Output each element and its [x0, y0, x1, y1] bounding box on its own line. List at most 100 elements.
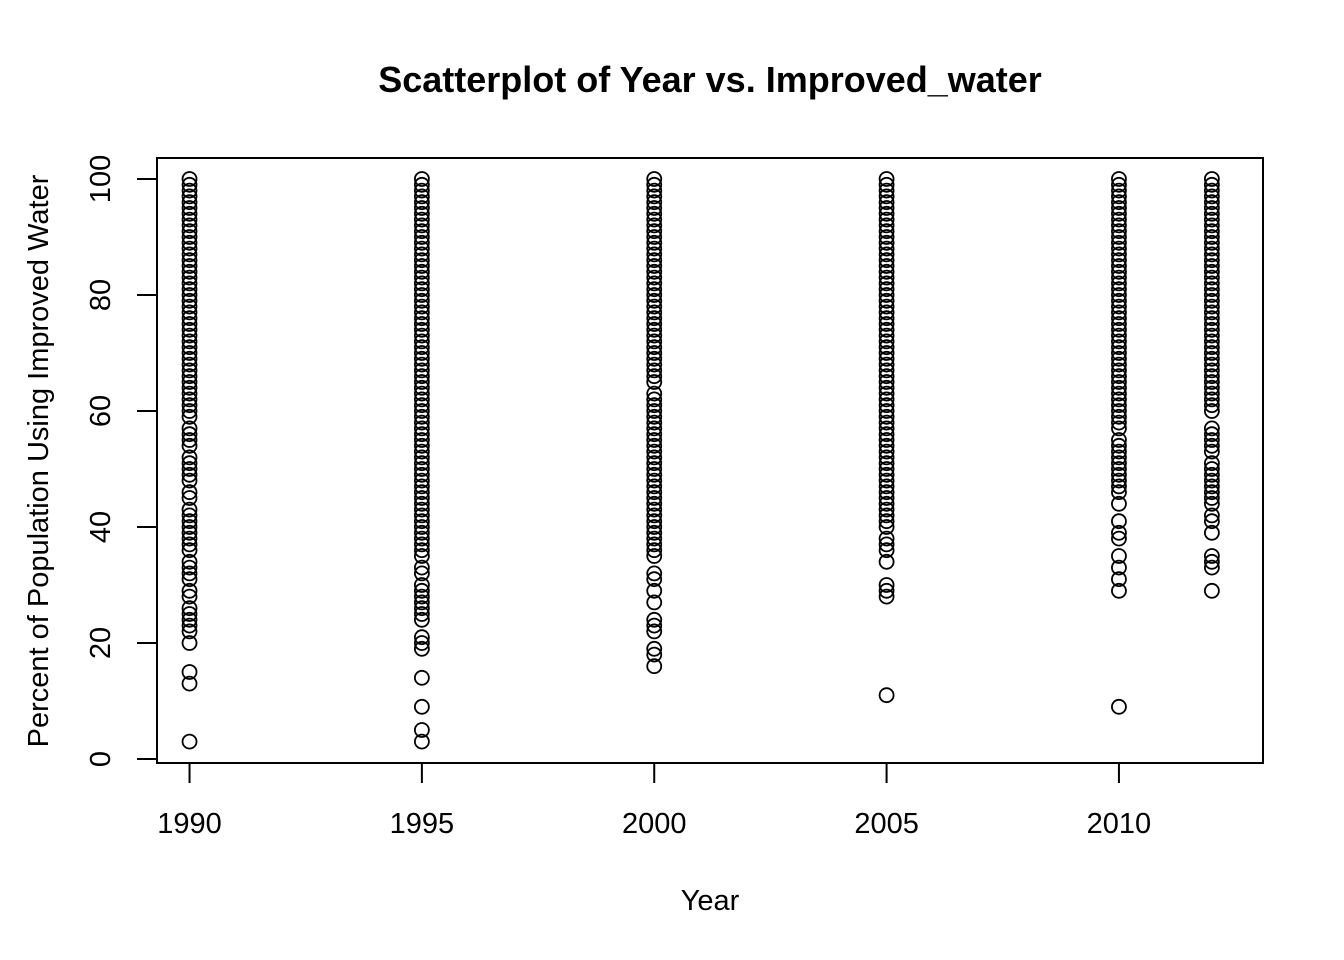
data-point	[181, 368, 198, 385]
data-point	[181, 588, 198, 605]
data-point	[1111, 345, 1127, 361]
data-point	[181, 536, 198, 553]
data-point	[646, 194, 663, 211]
data-point	[646, 461, 663, 477]
data-point	[181, 223, 198, 240]
y-tick-label: 0	[85, 751, 117, 767]
data-point	[181, 321, 198, 338]
data-point	[413, 565, 430, 582]
data-point	[878, 258, 895, 274]
data-point	[646, 658, 663, 675]
data-point	[646, 623, 663, 640]
data-point	[646, 565, 663, 582]
data-point	[1203, 455, 1220, 472]
data-point	[878, 414, 895, 431]
data-point	[1203, 524, 1220, 541]
x-tick-label: 2000	[622, 808, 687, 840]
data-point	[1111, 571, 1127, 588]
data-point	[646, 484, 663, 501]
data-point	[413, 234, 430, 251]
data-point	[1111, 484, 1127, 501]
data-point	[181, 252, 198, 269]
data-point	[646, 374, 663, 390]
data-point	[413, 501, 430, 518]
data-point	[646, 490, 663, 506]
data-point	[413, 362, 430, 379]
data-point	[1203, 252, 1220, 269]
data-point	[646, 414, 663, 431]
data-point	[413, 484, 430, 501]
data-point	[181, 426, 198, 443]
data-point	[1203, 234, 1220, 251]
data-point	[646, 200, 663, 216]
data-point	[1111, 263, 1127, 280]
data-point	[646, 408, 663, 425]
data-point	[1111, 304, 1127, 321]
data-point	[181, 606, 198, 622]
data-point	[413, 298, 430, 315]
data-point	[413, 252, 430, 269]
data-point	[413, 304, 430, 321]
data-point	[413, 223, 430, 240]
data-point	[1203, 484, 1220, 501]
data-point	[878, 466, 895, 483]
data-point	[413, 316, 430, 332]
data-point	[181, 211, 198, 228]
data-point	[646, 513, 663, 530]
data-point	[878, 281, 895, 298]
data-point	[413, 594, 430, 611]
data-point	[646, 246, 663, 263]
data-point	[413, 437, 430, 454]
data-point	[646, 339, 663, 356]
data-point	[646, 321, 663, 338]
data-point	[181, 229, 198, 245]
data-point	[646, 478, 663, 495]
data-point	[878, 205, 895, 222]
data-point	[1203, 281, 1220, 298]
data-point	[181, 385, 198, 402]
data-point	[878, 432, 895, 448]
data-point	[181, 350, 198, 367]
data-point	[181, 287, 198, 303]
data-point	[181, 200, 198, 216]
data-point	[646, 507, 663, 524]
data-point	[1203, 217, 1220, 234]
data-point	[878, 449, 895, 466]
data-point	[1111, 292, 1127, 309]
data-point	[1111, 513, 1127, 530]
data-point	[1111, 374, 1127, 390]
data-point	[413, 519, 430, 535]
data-point	[878, 188, 895, 205]
x-tick-label: 1990	[157, 808, 222, 840]
data-point	[413, 368, 430, 385]
data-point	[1203, 240, 1220, 257]
data-point	[1111, 327, 1127, 344]
data-point	[1203, 443, 1220, 460]
data-point	[646, 495, 663, 512]
data-point	[1111, 548, 1127, 564]
data-point	[181, 194, 198, 211]
data-point	[1111, 246, 1127, 263]
data-point	[1203, 553, 1220, 570]
data-point	[646, 582, 663, 599]
data-point	[181, 571, 198, 588]
data-point	[413, 269, 430, 286]
data-point	[181, 519, 198, 535]
data-point	[1203, 582, 1220, 599]
data-point	[181, 507, 198, 524]
data-point	[181, 333, 198, 350]
data-point	[646, 611, 663, 628]
x-axis-ticks: 1990 1995 2000 2005 2010	[157, 763, 1151, 840]
data-point	[413, 258, 430, 274]
data-point	[878, 339, 895, 356]
data-point	[646, 252, 663, 269]
data-point	[413, 443, 430, 460]
data-point	[1203, 472, 1220, 489]
data-point	[646, 640, 663, 657]
data-point	[646, 548, 663, 564]
data-point	[646, 182, 663, 199]
data-point	[878, 530, 895, 547]
data-point	[181, 171, 198, 187]
data-point	[878, 240, 895, 257]
